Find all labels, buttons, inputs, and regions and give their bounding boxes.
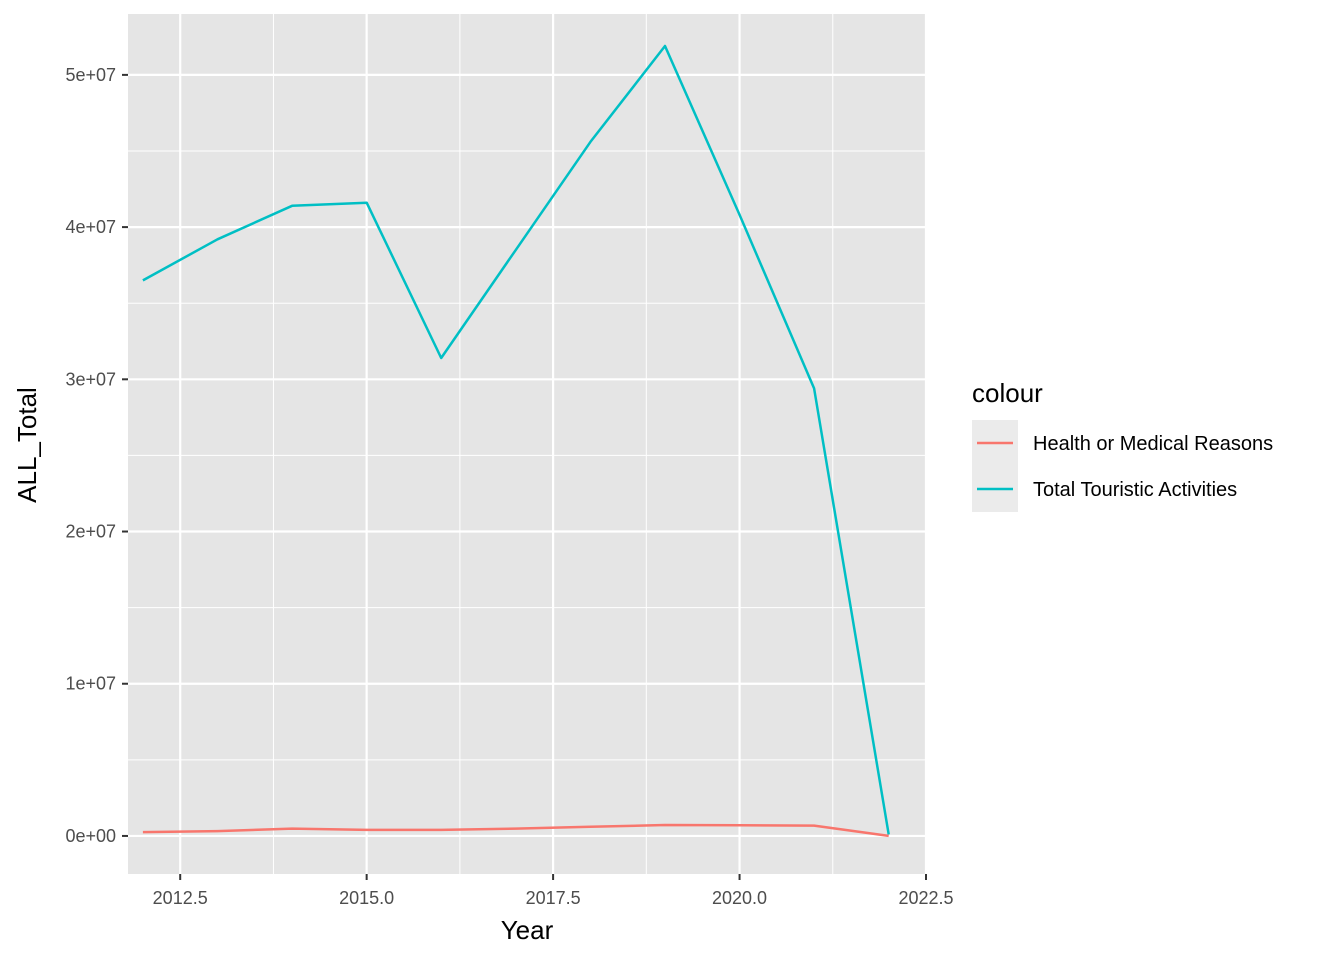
series-line-1	[142, 44, 890, 835]
y-tick-label-4: 4e+07	[65, 217, 116, 237]
x-tick-label-1: 2015.0	[339, 888, 394, 908]
y-tick-label-0: 0e+00	[65, 826, 116, 846]
x-tick-label-3: 2020.0	[712, 888, 767, 908]
x-axis-title: Year	[501, 915, 554, 945]
plot-panel	[128, 14, 926, 874]
series-line-0	[142, 823, 889, 838]
x-tick-label-0: 2012.5	[153, 888, 208, 908]
legend-label-health: Health or Medical Reasons	[1033, 433, 1273, 455]
y-tick-label-2: 2e+07	[65, 522, 116, 542]
y-tick-label-1: 1e+07	[65, 674, 116, 694]
legend-label-touristic: Total Touristic Activities	[1033, 479, 1237, 501]
y-tick-label-5: 5e+07	[65, 65, 116, 85]
legend: colour Health or Medical Reasons Total T…	[972, 378, 1273, 512]
y-axis: 0e+00 1e+07 2e+07 3e+07 4e+07 5e+07	[65, 65, 128, 846]
y-tick-label-3: 3e+07	[65, 369, 116, 389]
grid-major	[128, 14, 928, 874]
x-axis: 2012.5 2015.0 2017.5 2020.0 2022.5	[153, 874, 954, 908]
grid-minor	[128, 14, 926, 874]
y-axis-title: ALL_Total	[12, 387, 42, 503]
series-lines	[142, 44, 890, 838]
x-tick-label-2: 2017.5	[526, 888, 581, 908]
x-tick-label-4: 2022.5	[898, 888, 953, 908]
legend-title: colour	[972, 378, 1043, 408]
